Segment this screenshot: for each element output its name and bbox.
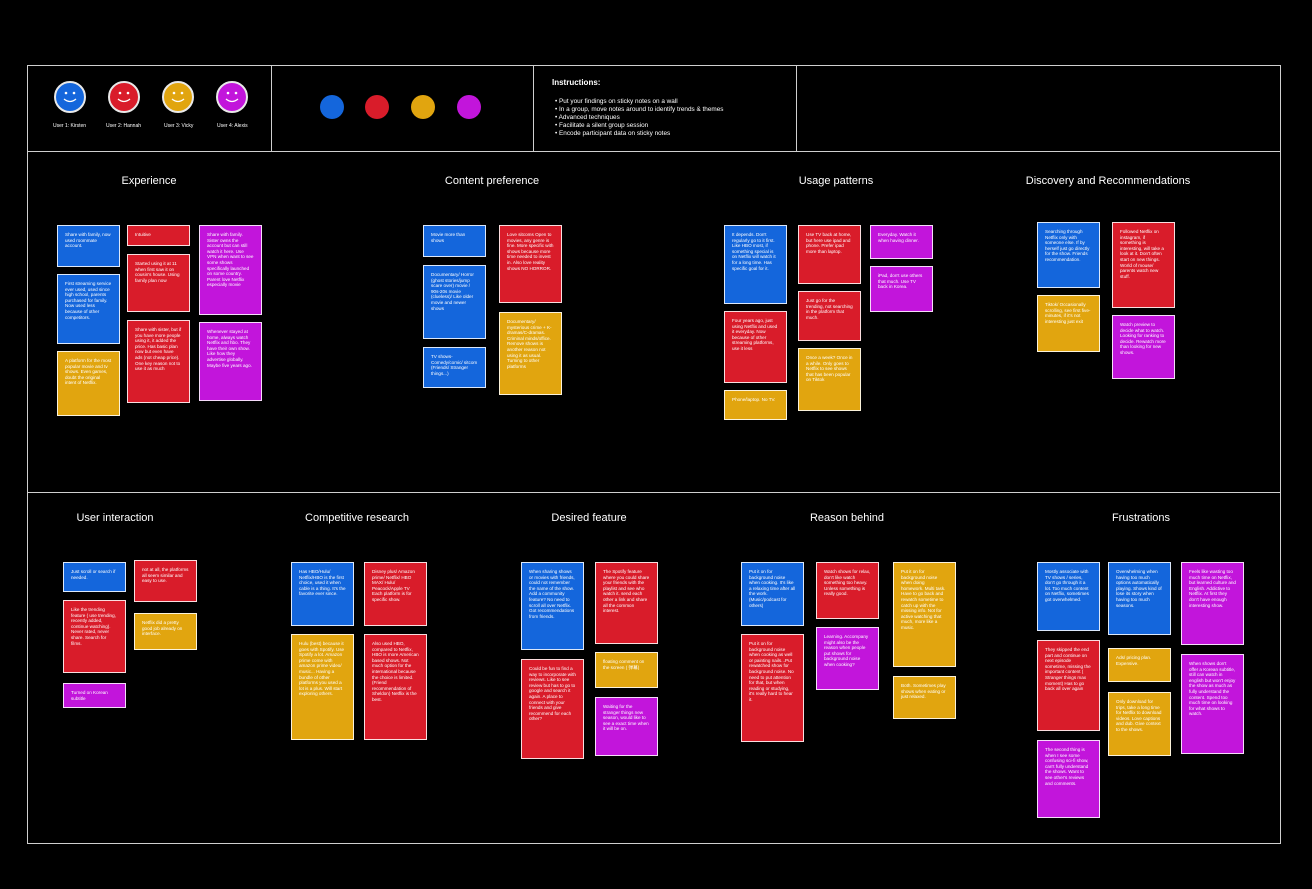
sticky-note[interactable]: Netflix did a pretty good job already on… [134, 613, 197, 650]
sticky-note[interactable]: Has HBO/Hulu/ Netflix/HBO is the first c… [291, 562, 354, 626]
sticky-note[interactable]: Tiktok/ Occasionally scrolling, see firs… [1037, 295, 1100, 352]
user-label: User 2: Hannah [106, 123, 142, 129]
sticky-note[interactable]: TV shows- Comedy/comic/ sitcom (Friends/… [423, 347, 486, 388]
blue-dot-icon [320, 95, 344, 119]
sticky-note[interactable]: The Spotify feature where you could shar… [595, 562, 658, 644]
sticky-note[interactable]: When sharing shows or movies with friend… [521, 562, 584, 650]
section-title-experience: Experience [121, 175, 177, 187]
sticky-note[interactable]: They skipped the end part and continue o… [1037, 640, 1100, 731]
purple-dot-icon [457, 95, 481, 119]
smiley-face-icon [216, 81, 248, 113]
sticky-note[interactable]: Put it on for background noise when cook… [741, 634, 804, 742]
sticky-note[interactable]: Followed Netflix on instagram, if someth… [1112, 222, 1175, 308]
sticky-note[interactable]: floating comment on the screen ( 弹幕) [595, 652, 658, 688]
sticky-note[interactable]: Searching through Netflix only with some… [1037, 222, 1100, 288]
sticky-note[interactable]: Learning. Accompany might also be the re… [816, 627, 879, 690]
header-column-divider [796, 65, 797, 151]
section-title-content-preference: Content preference [444, 175, 540, 187]
instruction-item: Encode participant data on sticky notes [555, 130, 724, 138]
affinity-board [27, 65, 1281, 844]
section-title-frustrations: Frustrations [1111, 512, 1171, 524]
sticky-note[interactable]: Could be fun to find a way to incorporat… [521, 659, 584, 759]
sticky-note[interactable]: Four years ago, just using Netflix and u… [724, 311, 787, 383]
sticky-note[interactable]: Watch preview to decide what to watch. L… [1112, 315, 1175, 379]
section-title-usage-patterns: Usage patterns [798, 175, 874, 187]
sticky-note[interactable]: It depends. Don't regularly go to it fir… [724, 225, 787, 304]
section-title-discovery: Discovery and Recommendations [1025, 175, 1191, 187]
header-column-divider [533, 65, 534, 151]
sticky-note[interactable]: Just scroll or search if needed. [63, 562, 126, 592]
sticky-note[interactable]: Overwhelming when having too much option… [1108, 562, 1171, 635]
sticky-note[interactable]: Just go for the trending, not searching … [798, 291, 861, 341]
sticky-note[interactable]: iPad, don't use others that much. Use TV… [870, 266, 933, 312]
instruction-item: Put your findings on sticky notes on a w… [555, 98, 724, 106]
section-title-competitive-research: Competitive research [305, 512, 409, 524]
header-column-divider [271, 65, 272, 151]
sticky-note[interactable]: First streaming service ever used, used … [57, 274, 120, 344]
sticky-note[interactable]: Put it on for background noise when doin… [893, 562, 956, 667]
yellow-dot-icon [411, 95, 435, 119]
sticky-note[interactable]: Documentary/ Horror (ghost stories/jump … [423, 265, 486, 339]
user-label: User 1: Kirsten [53, 123, 87, 129]
sticky-note[interactable]: Share with sister, but if you have more … [127, 320, 190, 403]
sticky-note[interactable]: Movie more than shows [423, 225, 486, 257]
sticky-note[interactable]: Intuitive [127, 225, 190, 246]
sticky-note[interactable]: Share with family. Sister owns the accou… [199, 225, 262, 315]
smiley-face-icon [162, 81, 194, 113]
sticky-note[interactable]: not at all, the platforms all seem simil… [134, 560, 197, 602]
sticky-note[interactable]: Ads/ pricing plan. Expensive. [1108, 648, 1171, 682]
sticky-note[interactable]: Watch shows for relax, don't like watch … [816, 562, 879, 619]
sticky-note[interactable]: Feels like wasting too much time on Netf… [1181, 562, 1244, 645]
sticky-note[interactable]: Use TV back at home, but here use ipad a… [798, 225, 861, 284]
sticky-note[interactable]: Documentary/ mysterious crime + K-dramas… [499, 312, 562, 395]
section-title-desired-feature: Desired feature [551, 512, 627, 524]
instructions-list: Put your findings on sticky notes on a w… [555, 98, 724, 138]
user-label: User 3: Vicky [164, 123, 194, 129]
instructions-title: Instructions: [552, 78, 601, 87]
sticky-note[interactable]: Like the trending feature ( use trending… [63, 600, 126, 673]
sticky-note[interactable]: Once a week? Once in a while. Only goes … [798, 348, 861, 411]
sticky-note[interactable]: Share with family, now used roommate acc… [57, 225, 120, 267]
sticky-note[interactable]: Love sitcoms Open to movies, any genre i… [499, 225, 562, 303]
sticky-note[interactable]: Everyday. Watch it when having dinner. [870, 225, 933, 259]
instruction-item: In a group, move notes around to identif… [555, 106, 723, 114]
sticky-note[interactable]: A platform for the most popular movie an… [57, 351, 120, 416]
sticky-note[interactable]: Only download for trips, take a long tim… [1108, 692, 1171, 756]
sticky-note[interactable]: Waiting for the stranger things new seas… [595, 697, 658, 756]
sticky-note[interactable]: Hulu (best) because it goes with Spotify… [291, 634, 354, 740]
sticky-note[interactable]: Mostly associate with TV shows / series,… [1037, 562, 1100, 631]
smiley-face-icon [54, 81, 86, 113]
row-divider [27, 492, 1281, 493]
instruction-item: Advanced techniques [555, 114, 724, 122]
sticky-note[interactable]: Phone/laptop. No TV. [724, 390, 787, 420]
user-label: User 4: Alexis [217, 123, 248, 129]
sticky-note[interactable]: Whenever stayed at home, always watch Ne… [199, 322, 262, 401]
section-title-user-interaction: User interaction [76, 512, 154, 524]
sticky-note[interactable]: Also used HBO, compared to Netflix, HBO … [364, 634, 427, 740]
sticky-note[interactable]: Turned on Korean subtitle [63, 683, 126, 708]
smiley-face-icon [108, 81, 140, 113]
sticky-note[interactable]: Both. Sometimes play shows when eating o… [893, 676, 956, 719]
sticky-note[interactable]: When shows don't offer a Korean subtitle… [1181, 654, 1244, 754]
instruction-item: Facilitate a silent group session [555, 122, 724, 130]
section-title-reason-behind: Reason behind [809, 512, 885, 524]
header-divider [27, 151, 1281, 152]
red-dot-icon [365, 95, 389, 119]
sticky-note[interactable]: Put it on for background noise when cook… [741, 562, 804, 626]
sticky-note[interactable]: Started using it at 11 when first saw it… [127, 254, 190, 312]
sticky-note[interactable]: Disney plus/ Amazon prime/ Netflix/ HBO … [364, 562, 427, 626]
sticky-note[interactable]: The second thing is when I see some conf… [1037, 740, 1100, 818]
